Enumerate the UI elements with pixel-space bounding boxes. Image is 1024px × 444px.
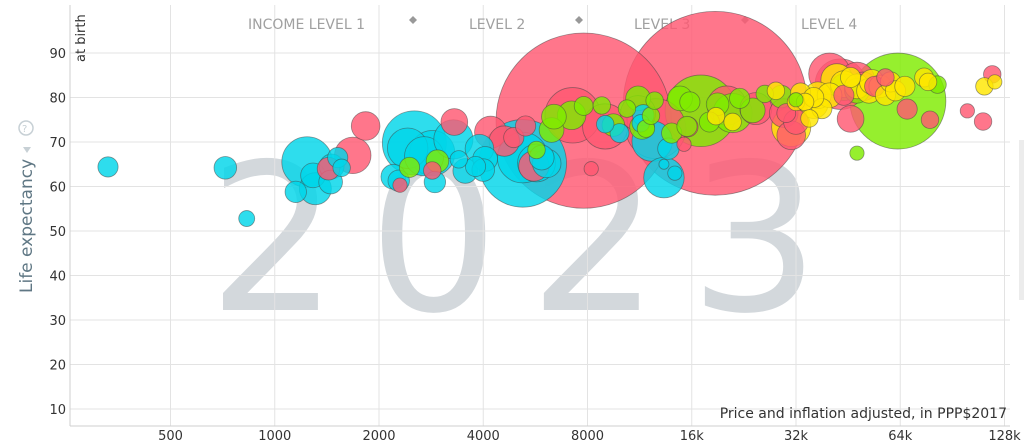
- bubble-europe[interactable]: [723, 112, 742, 132]
- x-axis-note: Price and inflation adjusted, in PPP$201…: [720, 406, 1007, 422]
- bubble-asia[interactable]: [350, 111, 381, 141]
- y-tick-label: 70: [49, 136, 66, 151]
- bubble-americas[interactable]: [679, 91, 701, 113]
- bubble-africa[interactable]: [238, 210, 256, 227]
- bubble-asia[interactable]: [959, 103, 975, 119]
- bubble-asia[interactable]: [583, 161, 599, 177]
- x-tick-label: 64k: [888, 429, 913, 444]
- y-tick-label: 60: [49, 181, 66, 196]
- x-tick-label: 8000: [571, 429, 604, 444]
- bubble-asia[interactable]: [423, 161, 442, 180]
- bubble-americas[interactable]: [729, 87, 751, 109]
- x-axis-ticks: 500 1000 2000 4000 8000 16k 32k 64k 128k: [158, 429, 1021, 444]
- svg-text:?: ?: [22, 124, 27, 135]
- info-icon[interactable]: ?: [18, 120, 34, 136]
- bubble-europe[interactable]: [766, 81, 786, 100]
- bubble-asia[interactable]: [833, 84, 855, 106]
- x-tick-label: 32k: [784, 429, 809, 444]
- x-tick-label: 2000: [362, 429, 395, 444]
- income-separator-icon: [409, 16, 417, 24]
- y-axis-label[interactable]: Life expectancy: [17, 159, 37, 293]
- income-separator-icon: [575, 16, 583, 24]
- bubble-africa[interactable]: [658, 158, 670, 170]
- bubble-africa[interactable]: [449, 150, 468, 169]
- bubble-americas[interactable]: [398, 156, 421, 178]
- bubble-asia[interactable]: [876, 68, 895, 87]
- bubbles[interactable]: [97, 10, 1003, 227]
- bubble-americas[interactable]: [527, 140, 546, 160]
- bubble-europe[interactable]: [800, 109, 819, 128]
- bubble-americas[interactable]: [541, 103, 567, 130]
- x-tick-label: 4000: [467, 429, 500, 444]
- bubble-africa[interactable]: [213, 156, 238, 180]
- x-tick-label: 1000: [258, 429, 291, 444]
- bubble-americas[interactable]: [788, 92, 804, 108]
- bubble-americas[interactable]: [849, 145, 865, 161]
- bubble-europe[interactable]: [918, 72, 938, 92]
- bubble-asia[interactable]: [440, 108, 469, 136]
- y-tick-label: 20: [49, 359, 66, 374]
- income-level-4: LEVEL 4: [801, 17, 857, 33]
- bubble-africa[interactable]: [667, 165, 683, 181]
- dropdown-triangle-icon[interactable]: [23, 147, 31, 153]
- bubble-asia[interactable]: [515, 115, 537, 137]
- bubble-americas[interactable]: [641, 106, 661, 125]
- bubble-europe[interactable]: [840, 66, 862, 88]
- bubble-africa[interactable]: [97, 156, 119, 178]
- bubble-africa[interactable]: [596, 115, 615, 134]
- bubble-africa[interactable]: [609, 123, 630, 143]
- bubble-asia[interactable]: [896, 98, 918, 120]
- bubble-americas[interactable]: [617, 99, 637, 118]
- bubble-africa[interactable]: [465, 155, 487, 177]
- bubble-americas[interactable]: [645, 91, 664, 110]
- bubble-asia[interactable]: [973, 112, 993, 131]
- x-tick-label: 128k: [988, 429, 1021, 444]
- y-axis-ticks: 10 20 30 40 50 60 70 80 90: [49, 47, 66, 418]
- income-level-1: INCOME LEVEL 1: [248, 17, 365, 33]
- bubble-americas[interactable]: [676, 115, 698, 137]
- bubble-asia[interactable]: [836, 105, 865, 133]
- bubble-europe[interactable]: [987, 74, 1003, 90]
- bubble-asia[interactable]: [676, 136, 692, 152]
- y-tick-label: 90: [49, 47, 66, 62]
- bubble-africa[interactable]: [332, 158, 351, 177]
- bubble-europe[interactable]: [894, 75, 916, 97]
- y-tick-label: 40: [49, 270, 66, 285]
- y-tick-label: 10: [49, 403, 66, 418]
- y-tick-label: 30: [49, 314, 66, 329]
- x-tick-label: 16k: [680, 429, 705, 444]
- bubble-asia[interactable]: [920, 110, 940, 129]
- y-tick-label: 50: [49, 225, 66, 240]
- scroll-edge: [1019, 140, 1024, 300]
- x-tick-label: 500: [158, 429, 183, 444]
- bubble-asia[interactable]: [392, 177, 408, 193]
- bubble-africa[interactable]: [284, 180, 307, 203]
- bubble-europe[interactable]: [706, 107, 726, 126]
- bubble-americas[interactable]: [592, 96, 611, 115]
- bubble-americas[interactable]: [573, 96, 594, 116]
- grid: [69, 5, 1010, 427]
- y-tick-label: 80: [49, 92, 66, 107]
- income-level-2: LEVEL 2: [469, 17, 525, 33]
- y-axis-title[interactable]: Life expectancy ?: [17, 120, 37, 293]
- y-axis-sublabel: at birth: [74, 14, 89, 62]
